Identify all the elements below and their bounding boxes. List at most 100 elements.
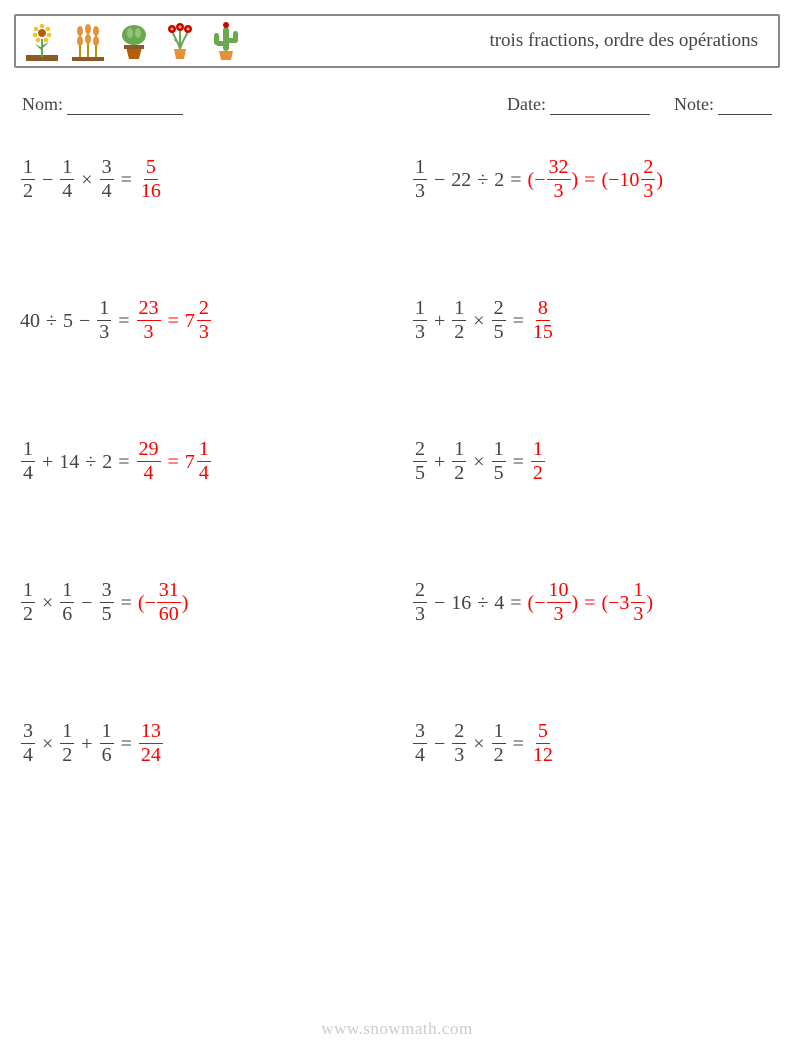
fraction: 34	[413, 721, 427, 766]
answer: 815	[530, 298, 556, 343]
operator: ×	[42, 734, 53, 754]
fraction: 12	[452, 439, 466, 484]
number-text: )	[656, 170, 663, 190]
meta-name: Nom:	[22, 94, 183, 115]
sunflower-icon	[24, 21, 60, 61]
number-text: )	[572, 170, 579, 190]
operator: −	[81, 593, 92, 613]
operator: ×	[473, 734, 484, 754]
fraction: 233	[137, 298, 161, 343]
operator: ×	[81, 170, 92, 190]
fraction: 14	[21, 439, 35, 484]
operator: ÷	[46, 311, 57, 331]
number-text: 2	[494, 170, 504, 190]
operator: −	[434, 170, 445, 190]
operator: −	[42, 170, 53, 190]
number-text: )	[646, 593, 653, 613]
problem: 40÷5−13=233=723	[20, 298, 382, 343]
footer-text: www.snowmath.com	[321, 1019, 472, 1038]
number-text: 4	[494, 593, 504, 613]
answer: 516	[138, 157, 164, 202]
fraction: 1324	[139, 721, 163, 766]
equals: =	[510, 593, 521, 613]
mixed-number: 714	[185, 439, 212, 484]
problem: 13−22÷2=(−323)=(−1023)	[412, 157, 774, 202]
number-text: (−	[528, 593, 546, 613]
number-text: 22	[451, 170, 471, 190]
equals: =	[168, 311, 179, 331]
problem: 13+12×25=815	[412, 298, 774, 343]
fraction: 25	[413, 439, 427, 484]
operator: −	[79, 311, 90, 331]
answer: 294 = 714	[136, 439, 212, 484]
equals: =	[584, 170, 595, 190]
date-label: Date:	[507, 94, 546, 115]
operator: ÷	[477, 170, 488, 190]
fraction: 16	[100, 721, 114, 766]
fraction: 23	[452, 721, 466, 766]
fraction: 13	[97, 298, 111, 343]
equals: =	[121, 170, 132, 190]
cactus-icon	[208, 21, 244, 61]
name-blank[interactable]	[67, 95, 183, 115]
fraction: 12	[21, 580, 35, 625]
problem: 25+12×15=12	[412, 439, 774, 484]
operator: ×	[473, 452, 484, 472]
problem: 14+14÷2=294=714	[20, 439, 382, 484]
fraction: 516	[139, 157, 163, 202]
operator: +	[42, 452, 53, 472]
equals: =	[121, 593, 132, 613]
fraction: 14	[60, 157, 74, 202]
number-text: (−	[601, 170, 619, 190]
number-text: 16	[451, 593, 471, 613]
operator: +	[434, 452, 445, 472]
fraction: 34	[100, 157, 114, 202]
fraction: 34	[21, 721, 35, 766]
fraction: 35	[100, 580, 114, 625]
fraction: 3160	[157, 580, 181, 625]
equals: =	[118, 452, 129, 472]
fraction: 815	[531, 298, 555, 343]
answer: 1324	[138, 721, 164, 766]
date-blank[interactable]	[550, 95, 650, 115]
name-label: Nom:	[22, 94, 63, 115]
fraction: 103	[547, 580, 571, 625]
fraction: 12	[21, 157, 35, 202]
equals: =	[168, 452, 179, 472]
fraction: 13	[631, 580, 645, 625]
number-text: (−	[138, 593, 156, 613]
fraction: 12	[452, 298, 466, 343]
number-text: (−	[601, 593, 619, 613]
worksheet-page: trois fractions, ordre des opérations No…	[0, 0, 794, 1053]
problem: 12×16−35=(−3160)	[20, 580, 382, 625]
fraction: 512	[531, 721, 555, 766]
meta-row: Nom: Date: Note:	[14, 94, 780, 115]
equals: =	[510, 170, 521, 190]
operator: ÷	[85, 452, 96, 472]
meta-date: Date:	[507, 94, 650, 115]
note-label: Note:	[674, 94, 714, 115]
mixed-number: 1023	[619, 157, 656, 202]
fraction: 23	[641, 157, 655, 202]
equals: =	[584, 593, 595, 613]
number-text: 5	[63, 311, 73, 331]
fraction: 13	[413, 298, 427, 343]
equals: =	[121, 734, 132, 754]
note-blank[interactable]	[718, 95, 772, 115]
equals: =	[513, 452, 524, 472]
flower-icon	[162, 21, 198, 61]
operator: +	[434, 311, 445, 331]
answer: 512	[530, 721, 556, 766]
equals: =	[118, 311, 129, 331]
operator: −	[434, 734, 445, 754]
equals: =	[513, 734, 524, 754]
fraction: 12	[492, 721, 506, 766]
answer: 12	[530, 439, 546, 484]
fraction: 294	[137, 439, 161, 484]
potted-plant-icon	[116, 21, 152, 61]
fraction: 23	[197, 298, 211, 343]
answer: (−103)=(−313)	[528, 580, 654, 625]
equals: =	[513, 311, 524, 331]
problem: 34×12+16=1324	[20, 721, 382, 766]
problem: 34−23 × 12 = 512	[412, 721, 774, 766]
